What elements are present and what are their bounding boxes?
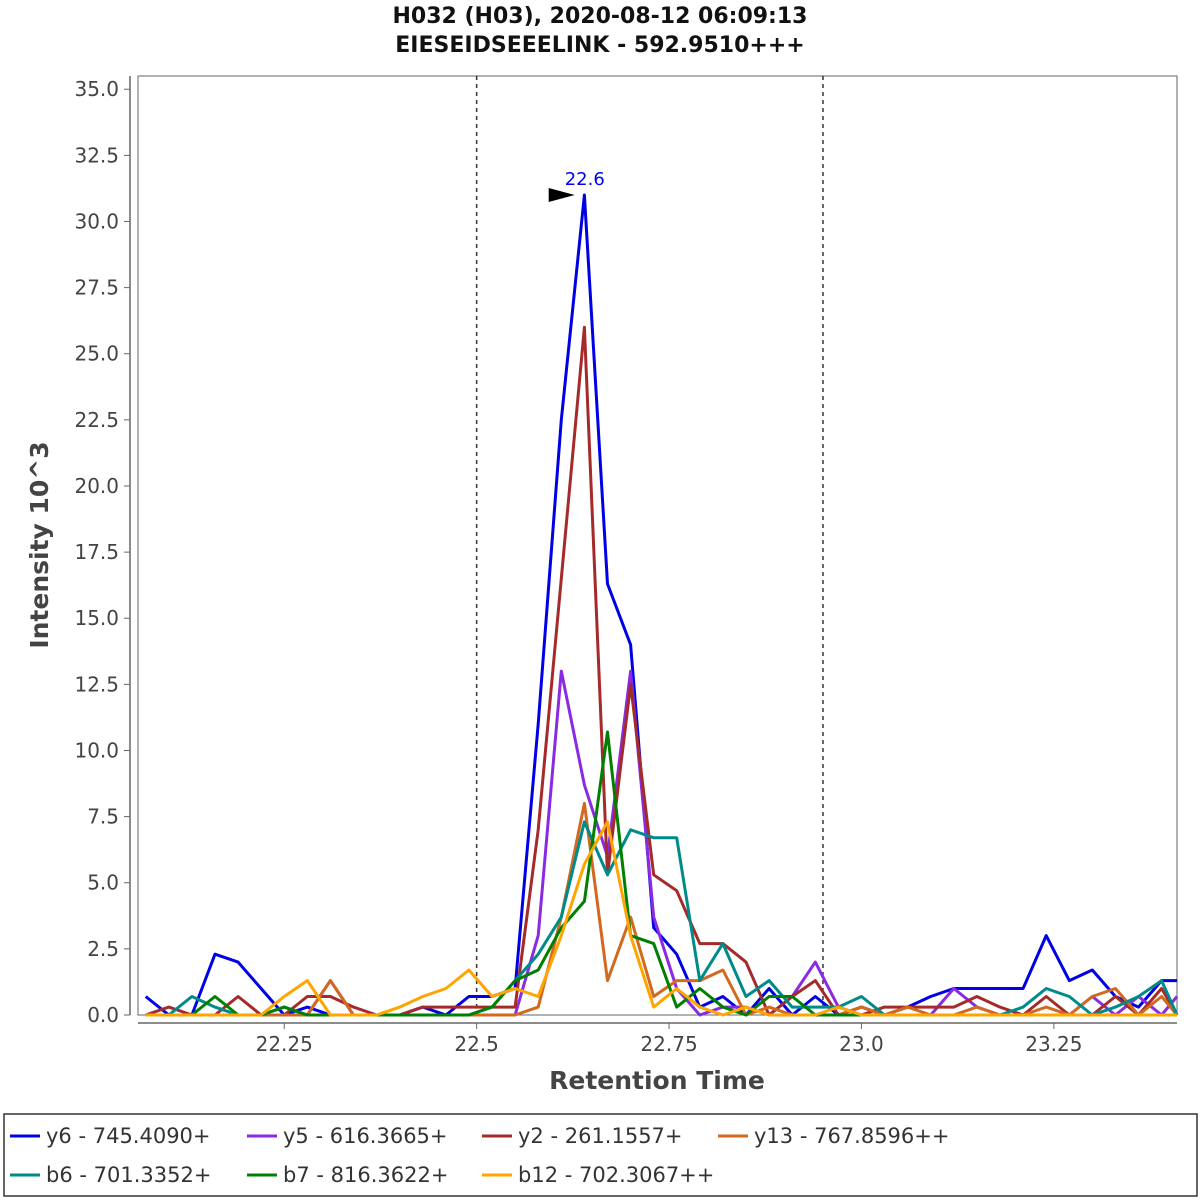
series-lines [144, 193, 1179, 1017]
peak-annotation: 22.6 [548, 169, 605, 203]
chart-title: H032 (H03), 2020-08-12 06:09:13 [393, 4, 808, 29]
y-tick-label: 12.5 [74, 672, 119, 696]
y-tick-label: 20.0 [74, 474, 119, 498]
y-tick-label: 30.0 [74, 209, 119, 233]
y-tick-label: 35.0 [74, 77, 119, 101]
chart-subtitle: EIESEIDSEEELINK - 592.9510+++ [395, 33, 804, 58]
y-tick-label: 7.5 [87, 805, 119, 829]
x-axis-label: Retention Time [549, 1066, 765, 1095]
plot-area [137, 75, 1178, 1016]
peak-label: 22.6 [565, 169, 605, 190]
y-tick-label: 32.5 [74, 143, 119, 167]
legend-label: b12 - 702.3067++ [518, 1163, 714, 1187]
legend-label: b7 - 816.3622+ [283, 1163, 448, 1187]
y-tick-label: 25.0 [74, 342, 119, 366]
y-tick-label: 5.0 [87, 871, 119, 895]
x-tick-label: 23.25 [1025, 1032, 1082, 1056]
y-tick-label: 2.5 [87, 937, 119, 961]
legend: y6 - 745.4090+ y5 - 616.3665+ y2 - 261.155… [10, 1124, 949, 1187]
x-tick-label: 23.0 [839, 1032, 884, 1056]
legend-box [3, 1113, 1198, 1197]
y-axis-label: Intensity 10^3 [25, 441, 54, 648]
y-tick-label: 17.5 [74, 540, 119, 564]
x-axis: 22.25 22.5 22.75 23.0 23.25 [138, 1022, 1177, 1056]
x-tick-label: 22.5 [454, 1032, 499, 1056]
y-axis: 0.0 2.5 5.0 7.5 10.0 12.5 15.0 17.5 20.0 22.5 25.0… [74, 76, 131, 1027]
x-tick-label: 22.75 [640, 1032, 697, 1056]
series-line [145, 820, 1177, 1017]
y-tick-label: 22.5 [74, 408, 119, 432]
legend-label: y13 - 767.8596++ [754, 1124, 949, 1148]
y-tick-label: 27.5 [74, 276, 119, 300]
series-line [144, 193, 1177, 1017]
legend-label: b6 - 701.3352+ [46, 1163, 211, 1187]
legend-label: y6 - 745.4090+ [46, 1124, 211, 1148]
y-tick-label: 10.0 [74, 738, 119, 762]
peak-arrow [548, 188, 575, 203]
legend-label: y2 - 261.1557+ [518, 1124, 683, 1148]
legend-label: y5 - 616.3665+ [283, 1124, 448, 1148]
x-tick-label: 22.25 [256, 1032, 313, 1056]
y-tick-label: 0.0 [87, 1003, 119, 1027]
y-tick-label: 15.0 [74, 606, 119, 630]
